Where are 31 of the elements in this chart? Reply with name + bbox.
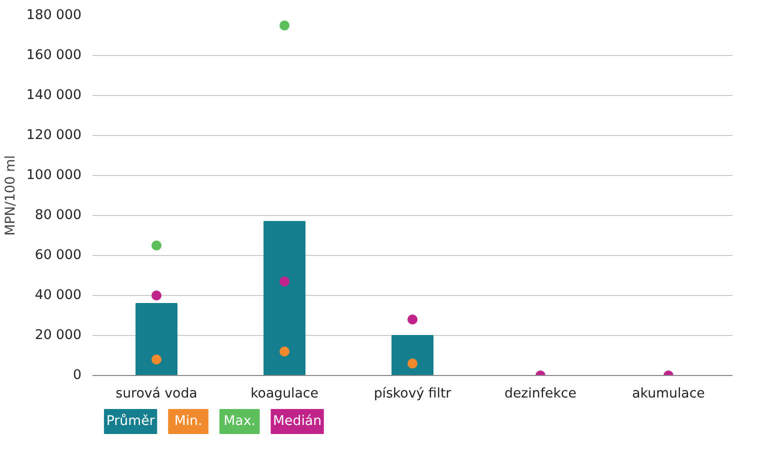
legend-label: Medián xyxy=(273,414,322,429)
point xyxy=(152,290,162,300)
x-tick-label: koagulace xyxy=(250,386,318,402)
point xyxy=(280,346,290,356)
point xyxy=(280,276,290,286)
legend-label: Průměr xyxy=(106,413,156,429)
point xyxy=(408,358,418,368)
x-tick-label: dezinfekce xyxy=(504,386,576,402)
y-tick-label: 120 000 xyxy=(26,128,82,143)
point xyxy=(408,314,418,324)
point xyxy=(280,20,290,30)
y-tick-label: 80 000 xyxy=(34,208,82,223)
y-tick-label: 140 000 xyxy=(26,88,82,103)
y-tick-label: 0 xyxy=(73,368,82,383)
y-tick-label: 20 000 xyxy=(34,328,82,343)
y-axis-title: MPN/100 ml xyxy=(3,155,18,236)
point xyxy=(152,240,162,250)
y-tick-label: 160 000 xyxy=(26,48,82,63)
y-tick-label: 180 000 xyxy=(26,8,82,23)
bar xyxy=(264,221,306,376)
legend-label: Max. xyxy=(224,414,256,429)
y-tick-label: 40 000 xyxy=(34,288,82,303)
x-tick-label: pískový filtr xyxy=(374,386,452,402)
point xyxy=(152,354,162,364)
x-tick-label: surová voda xyxy=(116,386,198,402)
bar xyxy=(392,335,434,376)
x-tick-label: akumulace xyxy=(632,386,705,402)
legend-label: Min. xyxy=(174,414,202,429)
y-tick-label: 100 000 xyxy=(26,168,82,183)
bar xyxy=(136,303,178,376)
y-tick-label: 60 000 xyxy=(34,248,82,263)
